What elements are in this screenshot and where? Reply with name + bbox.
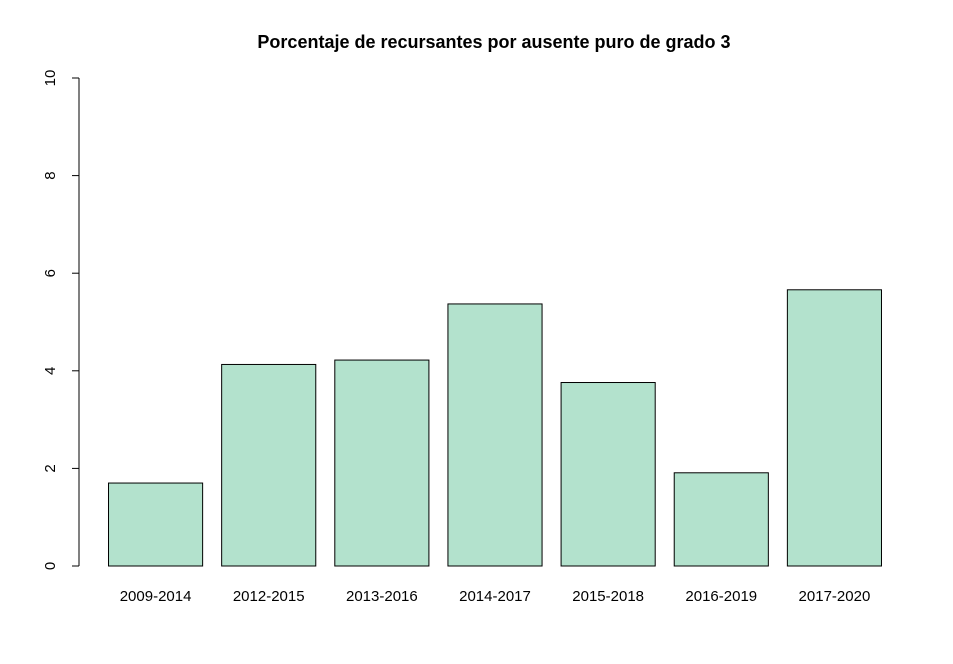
x-tick-label: 2015-2018: [572, 588, 644, 605]
y-tick-label: 6: [42, 269, 59, 277]
y-tick-label: 8: [42, 171, 59, 179]
x-tick-label: 2012-2015: [233, 588, 305, 605]
x-tick-label: 2009-2014: [120, 588, 192, 605]
x-tick-label: 2017-2020: [799, 588, 871, 605]
x-tick-label: 2013-2016: [346, 588, 418, 605]
y-tick-label: 0: [42, 562, 59, 570]
chart-title: Porcentaje de recursantes por ausente pu…: [257, 32, 730, 52]
bar-2017-2020: [786, 289, 882, 567]
bar-2014-2017: [447, 303, 543, 567]
x-tick-label: 2014-2017: [459, 588, 531, 605]
y-tick-label: 4: [42, 367, 59, 375]
bar-2015-2018: [560, 382, 656, 567]
bars-group: [108, 289, 882, 567]
y-tick-label: 2: [42, 464, 59, 472]
y-axis: 0 2 4 6 8 10: [42, 70, 80, 570]
bar-2012-2015: [221, 363, 317, 567]
x-tick-labels: 2009-2014 2012-2015 2013-2016 2014-2017 2015…: [120, 588, 871, 605]
bar-2009-2014: [108, 482, 204, 567]
y-tick-label: 10: [42, 70, 59, 87]
bar-2016-2019: [673, 472, 769, 567]
bar-2013-2016: [334, 359, 430, 567]
x-tick-label: 2016-2019: [685, 588, 757, 605]
